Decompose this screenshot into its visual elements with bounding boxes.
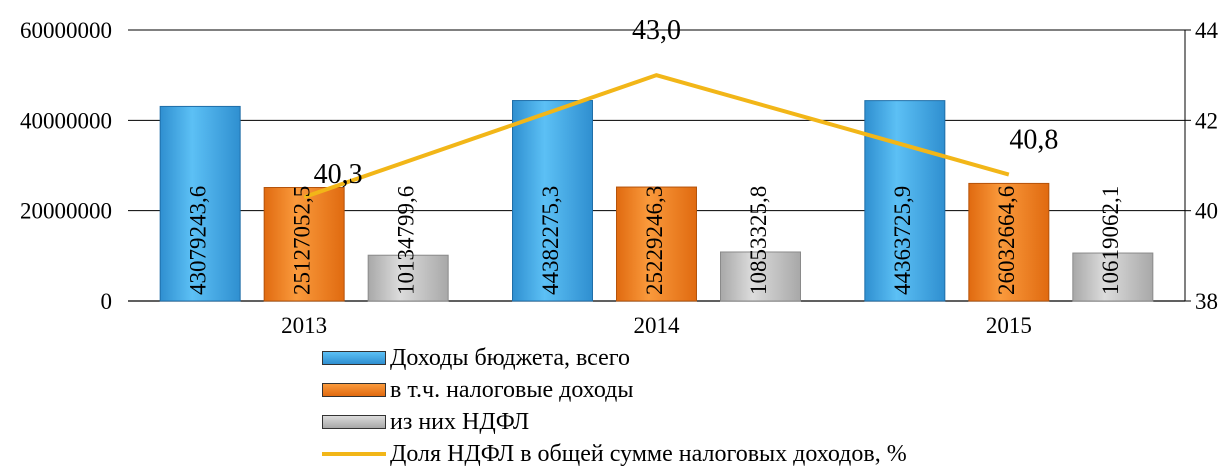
legend-item-ndfl: из них НДФЛ <box>322 406 907 438</box>
line-series-path <box>303 73 1010 200</box>
bar-data-label: 26032664,6 <box>994 186 1019 295</box>
legend-label: из них НДФЛ <box>390 408 530 435</box>
y-left-tick-label: 40000000 <box>20 108 112 133</box>
bar-data-label: 10134799,6 <box>393 186 418 295</box>
legend-item-total-income: Доходы бюджета, всего <box>322 342 907 374</box>
line-data-label: 43,0 <box>632 15 681 46</box>
y-right-tick-label: 38 <box>1195 289 1218 314</box>
bar-data-label: 44363725,9 <box>890 186 915 295</box>
legend: Доходы бюджета, всего в т.ч. налоговые д… <box>322 342 907 470</box>
y-left-tick-label: 0 <box>101 289 113 314</box>
chart: 0 20000000 40000000 60000000 38 40 42 44 4307924… <box>20 15 1219 338</box>
bar-data-label: 10619062,1 <box>1098 186 1123 295</box>
bar-data-label: 10853325,8 <box>746 186 771 295</box>
bar <box>263 187 345 302</box>
bar-data-label: 25229246,3 <box>642 186 667 295</box>
bar <box>616 186 697 302</box>
y-left-tick-label: 20000000 <box>20 199 112 224</box>
legend-item-tax-income: в т.ч. налоговые доходы <box>322 374 907 406</box>
line-series <box>303 73 1010 200</box>
labels: 0 20000000 40000000 60000000 38 40 42 44 4307924… <box>20 15 1219 338</box>
bar-data-label: 43079243,6 <box>185 186 210 295</box>
y-right-tick-label: 44 <box>1195 18 1219 43</box>
bars <box>159 100 1154 302</box>
line-data-label: 40,8 <box>1009 125 1058 156</box>
bar <box>720 251 801 302</box>
bar <box>159 105 241 302</box>
bar-data-label: 25127052,5 <box>289 186 314 295</box>
line-data-label: 40,3 <box>314 159 363 190</box>
bar <box>864 100 946 302</box>
legend-label: Доходы бюджета, всего <box>390 344 631 371</box>
y-left-tick-label: 60000000 <box>20 18 112 43</box>
bar-data-label: 44382275,3 <box>538 186 563 295</box>
legend-item-ndfl-share: Доля НДФЛ в общей сумме налоговых доходо… <box>322 438 907 470</box>
bar <box>1072 252 1154 302</box>
bar <box>367 254 449 302</box>
y-right-tick-label: 40 <box>1195 199 1218 224</box>
x-tick-label: 2014 <box>634 313 681 338</box>
legend-swatch-blue <box>322 351 386 365</box>
y-right-tick-label: 42 <box>1195 108 1218 133</box>
legend-label: Доля НДФЛ в общей сумме налоговых доходо… <box>390 440 907 467</box>
x-tick-label: 2013 <box>281 313 327 338</box>
x-tick-label: 2015 <box>986 313 1032 338</box>
legend-swatch-orange <box>322 383 386 397</box>
legend-swatch-line <box>322 452 386 456</box>
bar <box>968 182 1050 302</box>
legend-swatch-gray <box>322 415 386 429</box>
legend-label: в т.ч. налоговые доходы <box>390 376 634 403</box>
bar <box>512 100 593 302</box>
